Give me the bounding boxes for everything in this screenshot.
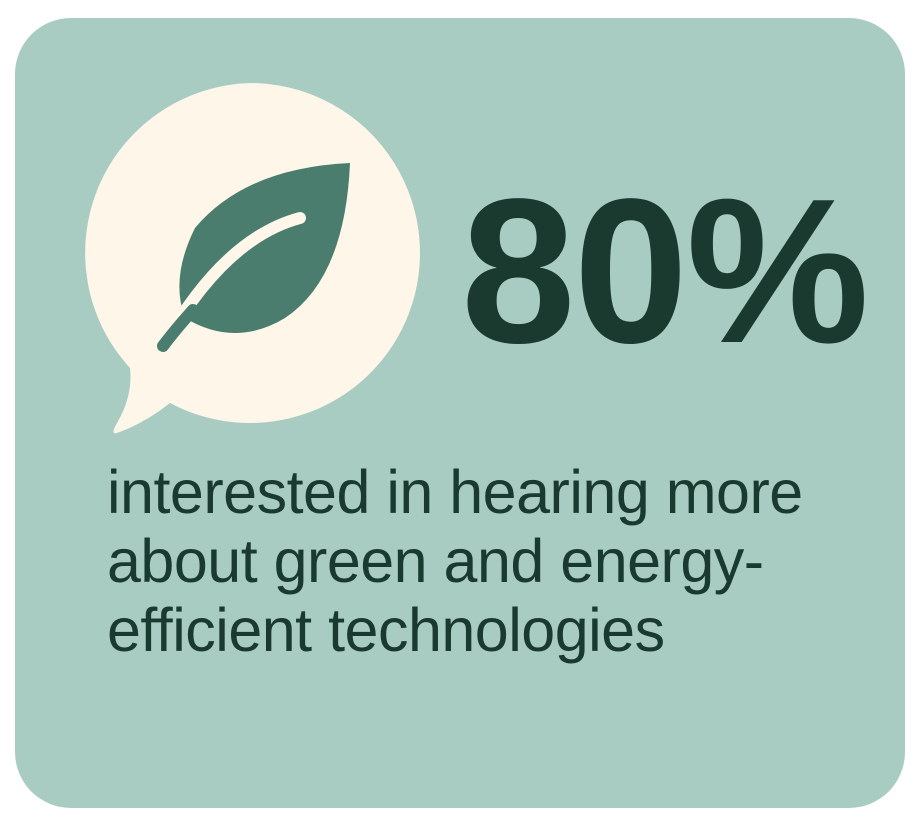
stat-value: 80%	[461, 156, 869, 386]
leaf-icon	[179, 163, 350, 333]
leaf-stem	[157, 304, 199, 352]
stat-description: interested in hearing more about green a…	[107, 458, 803, 664]
leaf-speech-bubble-icon	[85, 83, 420, 434]
stat-card: 80% interested in hearing more about gre…	[15, 18, 905, 808]
